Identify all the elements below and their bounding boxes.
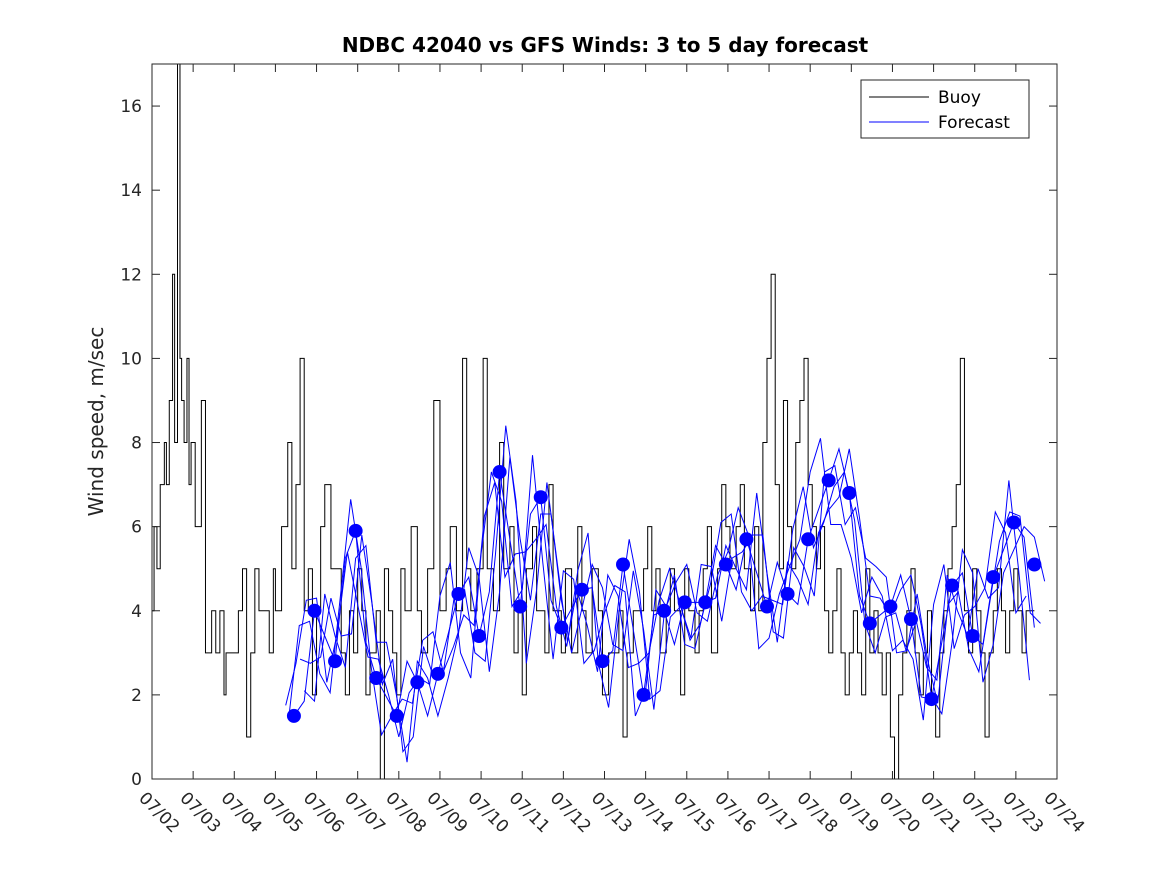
forecast-marker [348, 523, 363, 538]
forecast-marker [698, 595, 713, 610]
legend-box [860, 79, 1030, 139]
forecast-marker [924, 692, 939, 707]
legend-label-buoy: Buoy [938, 88, 981, 108]
y-tick-label: 2 [131, 686, 142, 706]
forecast-marker [657, 603, 672, 618]
forecast-marker [862, 616, 877, 631]
forecast-line-2 [288, 470, 1030, 737]
forecast-marker [451, 586, 466, 601]
forecast-marker [965, 629, 980, 643]
y-tick-label: 0 [131, 770, 142, 790]
forecast-marker [307, 603, 322, 618]
forecast-line-4 [285, 438, 1027, 738]
forecast-marker [574, 582, 589, 597]
forecast-marker [513, 599, 528, 614]
forecast-line-3 [303, 448, 1046, 763]
forecast-marker [595, 654, 610, 669]
forecast-marker [286, 708, 301, 723]
y-tick-label: 8 [131, 434, 142, 454]
forecast-marker [492, 464, 507, 479]
legend: Buoy Forecast [860, 79, 1030, 139]
forecast-marker [821, 473, 836, 488]
forecast-marker [780, 586, 795, 601]
y-tick-label: 12 [120, 265, 142, 285]
y-tick-label: 14 [120, 181, 142, 201]
forecast-marker [718, 557, 733, 572]
buoy-line [152, 64, 1035, 779]
forecast-marker [986, 570, 1001, 585]
forecast-marker [1027, 557, 1042, 572]
forecast-marker [389, 708, 404, 723]
forecast-markers [286, 464, 1042, 723]
forecast-marker [903, 612, 918, 627]
forecast-marker [554, 620, 569, 635]
forecast-marker [945, 578, 960, 593]
legend-label-forecast: Forecast [938, 113, 1010, 133]
y-axis: 0 2 4 6 8 10 12 14 16 [120, 97, 1057, 790]
y-tick-label: 4 [131, 602, 142, 622]
forecast-marker [616, 557, 631, 572]
forecast-marker [328, 654, 343, 669]
forecast-marker [533, 490, 548, 505]
y-tick-label: 10 [120, 349, 142, 369]
forecast-marker [636, 687, 651, 702]
forecast-marker [369, 671, 384, 686]
forecast-marker [801, 532, 816, 547]
forecast-marker [739, 532, 754, 547]
forecast-marker [1006, 515, 1021, 530]
y-tick-label: 16 [120, 97, 142, 117]
forecast-marker [759, 599, 774, 614]
forecast-marker [472, 629, 487, 643]
chart-title: NDBC 42040 vs GFS Winds: 3 to 5 day fore… [342, 33, 869, 57]
buoy-series [152, 64, 1035, 779]
forecast-marker [410, 675, 425, 690]
y-axis-label: Wind speed, m/sec [84, 327, 108, 517]
forecast-marker [842, 486, 857, 500]
forecast-line-1 [299, 425, 1041, 754]
y-tick-label: 6 [131, 518, 142, 538]
forecast-marker [677, 595, 692, 610]
forecast-marker [430, 666, 445, 681]
forecast-marker [883, 599, 898, 614]
